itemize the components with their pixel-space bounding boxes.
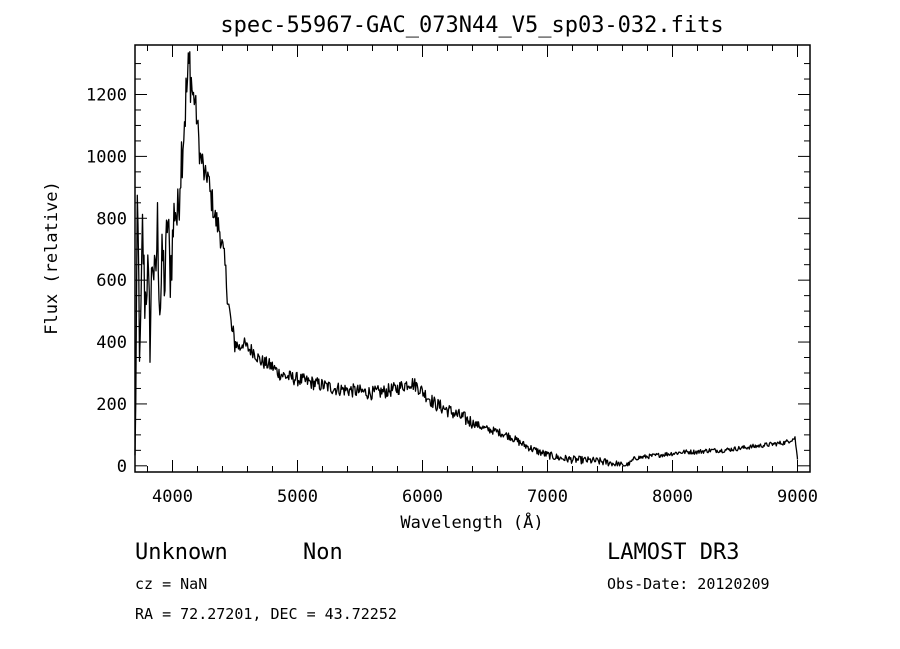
redshift-cz: cz = NaN (135, 575, 207, 593)
y-axis-label: Flux (relative) (42, 181, 62, 335)
y-tick-label: 200 (96, 395, 127, 415)
axis-ticks (135, 45, 810, 472)
y-tick-label: 800 (96, 209, 127, 229)
coordinates: RA = 72.27201, DEC = 43.72252 (135, 605, 397, 623)
chart-title: spec-55967-GAC_073N44_V5_sp03-032.fits (220, 13, 723, 38)
survey-name: LAMOST DR3 (607, 540, 739, 565)
x-tick-label: 5000 (277, 487, 318, 507)
y-tick-label: 400 (96, 333, 127, 353)
y-tick-label: 0 (117, 457, 127, 477)
x-tick-label: 8000 (652, 487, 693, 507)
object-class: Unknown (135, 540, 228, 565)
y-tick-label: 1200 (86, 86, 127, 106)
y-tick-label: 600 (96, 271, 127, 291)
object-subclass: Non (303, 540, 343, 565)
x-axis-label: Wavelength (Å) (400, 511, 543, 533)
x-tick-label: 7000 (527, 487, 568, 507)
x-tick-label: 6000 (402, 487, 443, 507)
plot-frame (134, 44, 811, 473)
x-tick-label: 4000 (152, 487, 193, 507)
y-tick-label: 1000 (86, 147, 127, 167)
obs-date: Obs-Date: 20120209 (607, 575, 770, 593)
x-tick-label: 9000 (777, 487, 818, 507)
x-tick-labels: 4000 5000 6000 7000 8000 9000 (152, 487, 818, 507)
spectrum-line (134, 51, 799, 467)
y-tick-labels: 0 200 400 600 800 1000 1200 (86, 86, 127, 477)
